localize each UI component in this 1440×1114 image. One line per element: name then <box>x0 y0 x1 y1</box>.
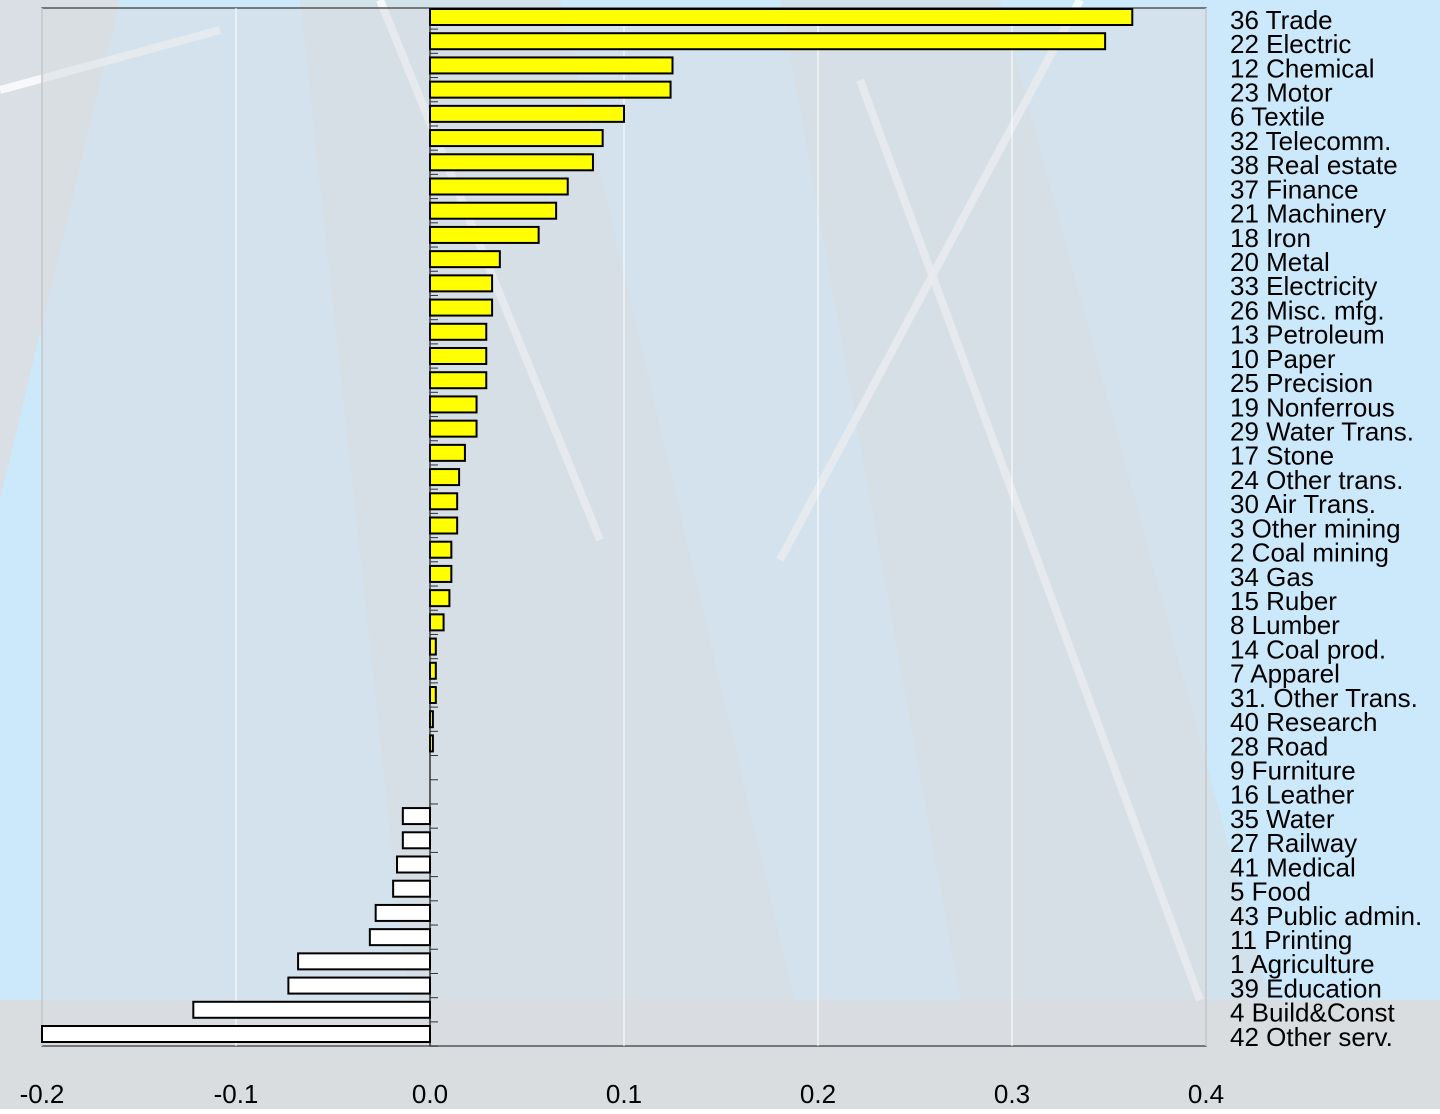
category-label: 41 Medical <box>1230 852 1356 882</box>
category-label: 20 Metal <box>1230 247 1330 277</box>
category-label: 31. Other Trans. <box>1230 683 1418 713</box>
bar <box>429 129 604 148</box>
bar <box>392 879 432 898</box>
bar <box>192 1000 431 1019</box>
category-label: 16 Leather <box>1230 780 1355 810</box>
category-label: 17 Stone <box>1230 441 1334 471</box>
bar <box>396 855 431 874</box>
bar <box>429 56 674 75</box>
bar <box>429 492 459 511</box>
bar <box>429 104 625 123</box>
bar <box>297 952 431 971</box>
category-label: 1 Agriculture <box>1230 949 1375 979</box>
bar <box>401 831 431 850</box>
bar <box>429 322 488 341</box>
category-label: 37 Finance <box>1230 174 1359 204</box>
category-label: 43 Public admin. <box>1230 901 1422 931</box>
x-tick-label: -0.1 <box>214 1079 259 1109</box>
category-label: 32 Telecomm. <box>1230 126 1391 156</box>
bar <box>429 371 488 390</box>
bar <box>429 250 501 269</box>
bar <box>429 201 558 220</box>
category-label: 34 Gas <box>1230 562 1314 592</box>
category-label: 13 Petroleum <box>1230 320 1385 350</box>
category-label: 29 Water Trans. <box>1230 417 1414 447</box>
bar <box>429 637 437 656</box>
category-label: 11 Printing <box>1230 925 1352 955</box>
bar <box>429 564 453 583</box>
category-label: 23 Motor <box>1230 78 1333 108</box>
bar <box>429 419 478 438</box>
category-label: 15 Ruber <box>1230 586 1337 616</box>
bar <box>429 298 494 317</box>
category-label: 21 Machinery <box>1230 199 1386 229</box>
category-label: 22 Electric <box>1230 29 1351 59</box>
bar <box>429 274 494 293</box>
bar <box>429 80 672 99</box>
category-label: 6 Textile <box>1230 102 1325 132</box>
bar <box>429 686 437 704</box>
category-label: 28 Road <box>1230 731 1328 761</box>
category-label: 33 Electricity <box>1230 271 1377 301</box>
bar <box>41 1025 431 1043</box>
bar <box>429 443 466 462</box>
bar <box>429 613 445 632</box>
category-label: 19 Nonferrous <box>1230 392 1395 422</box>
category-label: 36 Trade <box>1230 5 1333 35</box>
bar <box>374 903 431 922</box>
bar <box>429 734 434 753</box>
category-label: 42 Other serv. <box>1230 1022 1393 1052</box>
x-tick-label: 0.2 <box>800 1079 836 1109</box>
category-label: 7 Apparel <box>1230 659 1340 689</box>
bar <box>429 710 434 729</box>
category-label: 8 Lumber <box>1230 610 1340 640</box>
bar <box>429 177 569 196</box>
category-label: 25 Precision <box>1230 368 1373 398</box>
category-label: 4 Build&Const <box>1230 998 1396 1028</box>
category-label: 12 Chemical <box>1230 53 1375 83</box>
category-label: 38 Real estate <box>1230 150 1398 180</box>
category-label: 27 Railway <box>1230 828 1357 858</box>
x-tick-label: -0.2 <box>20 1079 65 1109</box>
x-tick-label: 0.3 <box>994 1079 1030 1109</box>
category-label: 40 Research <box>1230 707 1377 737</box>
x-tick-label: 0.4 <box>1188 1079 1224 1109</box>
bar <box>429 32 1107 51</box>
bar <box>429 468 461 487</box>
category-label: 35 Water <box>1230 804 1335 834</box>
bar <box>429 153 594 172</box>
category-label: 10 Paper <box>1230 344 1336 374</box>
category-label: 18 Iron <box>1230 223 1311 253</box>
bar <box>429 8 1134 26</box>
bar <box>368 928 431 947</box>
category-label: 39 Education <box>1230 973 1382 1003</box>
category-label: 24 Other trans. <box>1230 465 1403 495</box>
bar <box>429 516 459 535</box>
category-label: 26 Misc. mfg. <box>1230 295 1385 325</box>
category-label: 9 Furniture <box>1230 756 1356 786</box>
bar <box>429 347 488 365</box>
bar <box>429 661 437 680</box>
x-tick-label: 0.1 <box>606 1079 642 1109</box>
category-label: 3 Other mining <box>1230 513 1401 543</box>
bar <box>429 395 478 414</box>
bar <box>429 589 451 608</box>
x-tick-label: 0.0 <box>412 1079 448 1109</box>
bar <box>287 976 431 995</box>
category-label: 5 Food <box>1230 877 1311 907</box>
bar <box>401 807 431 826</box>
category-label: 2 Coal mining <box>1230 538 1389 568</box>
bar <box>429 225 540 244</box>
category-label: 30 Air Trans. <box>1230 489 1376 519</box>
bar <box>429 540 453 559</box>
category-label: 14 Coal prod. <box>1230 634 1386 664</box>
